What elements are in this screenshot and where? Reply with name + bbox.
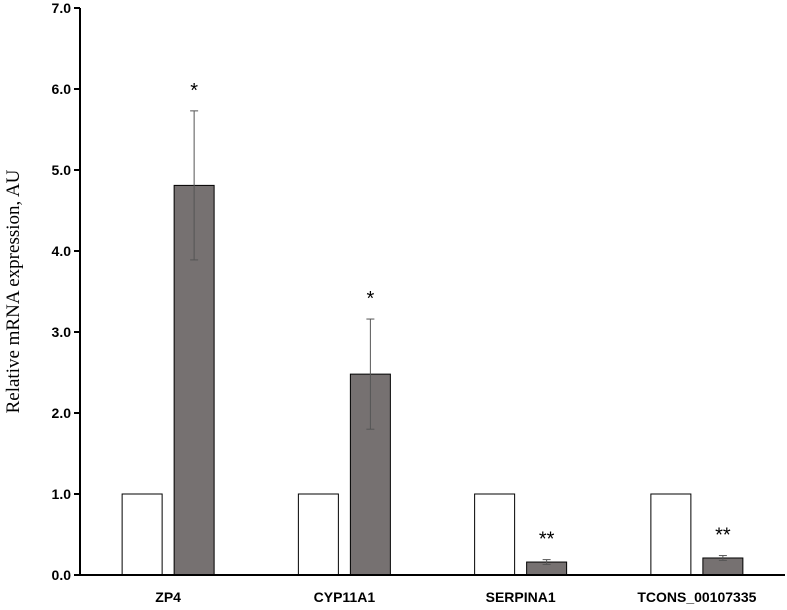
bar bbox=[121, 493, 163, 576]
bar bbox=[650, 493, 692, 576]
y-tick-label: 1.0 bbox=[52, 486, 72, 502]
x-category-label: TCONS_00107335 bbox=[637, 589, 756, 605]
significance-marker: * bbox=[366, 288, 374, 310]
y-tick-label: 3.0 bbox=[52, 324, 72, 340]
y-tick-label: 5.0 bbox=[52, 162, 72, 178]
bar bbox=[474, 493, 516, 576]
x-category-label: SERPINA1 bbox=[486, 589, 556, 605]
significance-marker: * bbox=[190, 80, 198, 102]
y-tick-label: 4.0 bbox=[52, 243, 72, 259]
significance-marker: ** bbox=[715, 525, 731, 547]
x-category-label: ZP4 bbox=[155, 589, 181, 605]
x-axis: ZP4 CYP11A1 SERPINA1 TCONS_00107335 bbox=[80, 574, 785, 605]
y-tick-label: 6.0 bbox=[52, 81, 72, 97]
y-tick-label: 0.0 bbox=[52, 567, 72, 583]
significance-marker: ** bbox=[539, 529, 555, 551]
bars: **** ** bbox=[121, 80, 744, 576]
y-axis-label: Relative mRNA expression, AU bbox=[3, 169, 24, 413]
y-tick-label: 7.0 bbox=[52, 0, 72, 16]
bar bbox=[297, 493, 339, 576]
y-axis: 0.0 1.0 2.0 3.0 4.0 5.0 6.0 7.0 bbox=[52, 0, 81, 583]
y-tick-label: 2.0 bbox=[52, 405, 72, 421]
x-category-label: CYP11A1 bbox=[314, 589, 376, 605]
